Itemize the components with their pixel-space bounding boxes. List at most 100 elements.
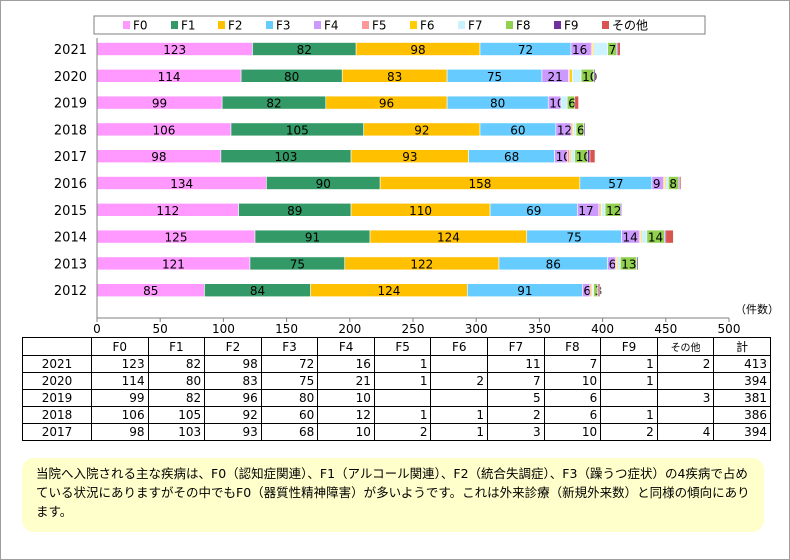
bar-2017-F5 bbox=[566, 149, 571, 163]
table-cell: 75 bbox=[260, 372, 319, 390]
table-year-cell: 2020 bbox=[22, 372, 92, 390]
bar-2015-F7 bbox=[601, 203, 606, 217]
value-label-2019-F0: 99 bbox=[152, 97, 167, 111]
table-cell: 99 bbox=[91, 389, 149, 407]
legend-label-F5: F5 bbox=[372, 19, 387, 33]
table-header-cell: F0 bbox=[91, 337, 149, 356]
table-cell bbox=[373, 389, 432, 407]
x-tick-label-350: 350 bbox=[528, 322, 551, 335]
table-cell: 96 bbox=[204, 389, 262, 407]
table-row: 2019 99 82 96 80 10 5 6 3 381 bbox=[22, 389, 771, 407]
bar-2021-F7 bbox=[593, 42, 608, 56]
legend-swatch-F8 bbox=[506, 21, 513, 29]
table-cell: 1 bbox=[373, 355, 432, 373]
table-cell bbox=[430, 355, 489, 373]
table-cell: 105 bbox=[147, 406, 206, 424]
legend-swatch-F5 bbox=[362, 21, 369, 29]
table-cell: 60 bbox=[260, 406, 319, 424]
value-label-2020-F1: 80 bbox=[284, 70, 299, 84]
table-cell: 1 bbox=[373, 406, 432, 424]
bar-2014-F7 bbox=[641, 229, 648, 244]
x-tick-label-500: 500 bbox=[718, 322, 741, 335]
value-label-2020-F0: 114 bbox=[158, 70, 181, 84]
value-label-2019-F1: 82 bbox=[266, 97, 281, 111]
value-label-2012-F0: 85 bbox=[143, 284, 158, 298]
value-label-2014-F0: 125 bbox=[165, 231, 188, 245]
legend-swatch-F0 bbox=[123, 21, 130, 29]
table-cell: 2 bbox=[373, 423, 432, 441]
table-cell: 123 bbox=[91, 355, 149, 373]
table-header-cell: F3 bbox=[260, 337, 319, 356]
legend-label-F2: F2 bbox=[228, 19, 243, 33]
table-header-cell: 計 bbox=[713, 337, 771, 356]
value-label-2019-F8: 6 bbox=[568, 97, 576, 111]
value-label-2018-F3: 60 bbox=[510, 123, 525, 137]
table-cell: 82 bbox=[147, 355, 206, 373]
value-label-2015-F1: 89 bbox=[287, 204, 302, 218]
legend-box bbox=[93, 15, 706, 35]
bar-2019-F7 bbox=[560, 95, 568, 110]
table-header-cell: F2 bbox=[204, 337, 262, 356]
value-label-2016-F8: 8 bbox=[669, 177, 677, 191]
category-label-2017: 2017 bbox=[54, 150, 87, 165]
value-label-2020-F3: 75 bbox=[487, 70, 502, 84]
chart-legend: F0 F1 F2 F3 F4 F5 F6 F7 F8 F9 その他 bbox=[93, 15, 706, 35]
x-tick-label-300: 300 bbox=[465, 322, 488, 335]
legend-label-F4: F4 bbox=[324, 19, 339, 33]
value-label-2013-F8: 13 bbox=[621, 257, 636, 271]
bar-2018-F7 bbox=[573, 122, 577, 137]
table-cell: 7 bbox=[487, 372, 545, 390]
note-box: 当院へ入院される主な疾病は、F0（認知症関連）、F1（アルコール関連）、F2（統… bbox=[22, 458, 764, 532]
value-label-2016-F4: 9 bbox=[653, 177, 661, 191]
bar-2013-F7 bbox=[617, 256, 621, 271]
bar-2013-F9 bbox=[636, 256, 639, 271]
legend-label-F0: F0 bbox=[133, 19, 148, 33]
bar-2017-F9 bbox=[587, 149, 591, 163]
category-label-2021: 2021 bbox=[54, 43, 87, 58]
value-label-2016-F2: 158 bbox=[469, 177, 492, 191]
x-tick-label-250: 250 bbox=[402, 322, 425, 335]
category-label-2015: 2015 bbox=[54, 204, 87, 219]
table-cell: 80 bbox=[147, 372, 206, 390]
table-cell: 1 bbox=[430, 423, 489, 441]
table-cell: 10 bbox=[543, 372, 602, 390]
table-cell: 103 bbox=[147, 423, 206, 441]
bar-2020-F6 bbox=[569, 69, 573, 83]
table-year-cell: 2019 bbox=[22, 389, 92, 407]
value-label-2012-F2: 124 bbox=[378, 284, 401, 298]
table-header-row: F0 F1 F2 F3 F4 F5 F6 F7 F8 F9 その他計 bbox=[22, 337, 771, 356]
value-label-2013-F0: 121 bbox=[162, 257, 185, 271]
bar-2020-F7 bbox=[571, 69, 582, 83]
legend-swatch-F2 bbox=[218, 21, 225, 29]
table-cell: 413 bbox=[713, 355, 771, 373]
table-cell: 1 bbox=[600, 372, 658, 390]
table-cell: 21 bbox=[317, 372, 375, 390]
value-label-2018-F2: 92 bbox=[414, 123, 429, 137]
legend-swatch-その他 bbox=[602, 21, 609, 29]
unit-label: （件数） bbox=[735, 303, 779, 316]
value-label-2021-F3: 72 bbox=[518, 43, 533, 57]
legend-label-その他: その他 bbox=[612, 19, 648, 33]
table-cell: 3 bbox=[487, 423, 545, 441]
value-label-2015-F4: 17 bbox=[578, 204, 593, 218]
value-label-2013-F2: 122 bbox=[410, 257, 433, 271]
bar-2020-F9 bbox=[593, 69, 596, 83]
legend-swatch-F4 bbox=[314, 21, 321, 29]
bar-2017-F7 bbox=[570, 149, 576, 163]
category-label-2013: 2013 bbox=[54, 257, 87, 272]
value-label-2020-F4: 21 bbox=[548, 70, 563, 84]
table-cell bbox=[430, 389, 489, 407]
legend-swatch-F1 bbox=[171, 21, 178, 29]
table-cell: 2 bbox=[656, 355, 715, 373]
table-cell: 1 bbox=[373, 372, 432, 390]
table-cell: 72 bbox=[260, 355, 319, 373]
table-year-cell: 2017 bbox=[22, 423, 92, 441]
bar-2021-その他 bbox=[617, 42, 621, 56]
table-header-cell: F7 bbox=[487, 337, 545, 356]
value-label-2020-F2: 83 bbox=[387, 70, 402, 84]
legend-label-F7: F7 bbox=[468, 19, 483, 33]
bar-2019-その他 bbox=[574, 95, 579, 110]
value-label-2013-F1: 75 bbox=[290, 257, 305, 271]
table-cell: 10 bbox=[317, 423, 375, 441]
